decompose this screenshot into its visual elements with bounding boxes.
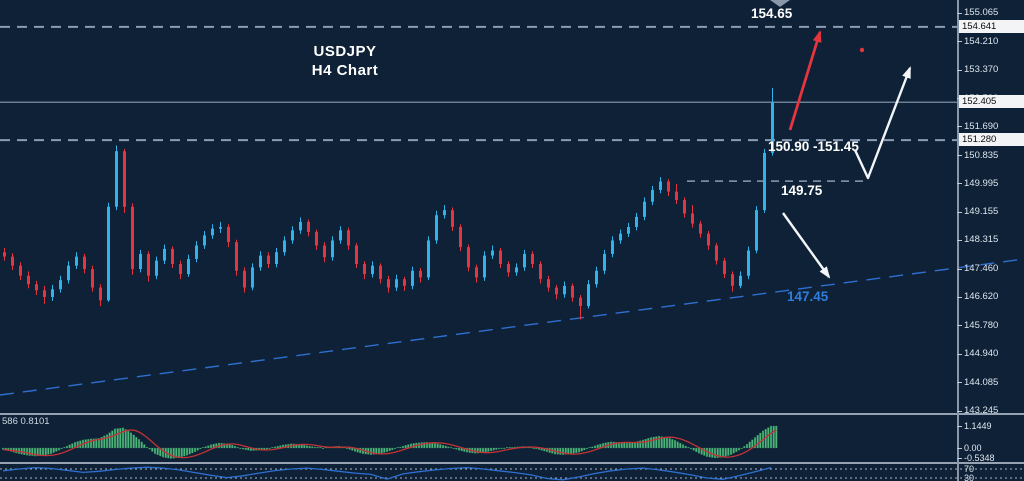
axis-tick-dash bbox=[957, 382, 962, 384]
price-tick-label: 143.245 bbox=[964, 405, 999, 417]
red-dot-icon bbox=[859, 47, 865, 53]
macd-axis-label: 1.1449 bbox=[964, 421, 992, 432]
white-arrow-icon bbox=[853, 66, 912, 180]
price-tick-label: 150.835 bbox=[964, 149, 999, 161]
price-tick-label: 147.460 bbox=[964, 263, 999, 275]
chart-title-timeframe: H4 Chart bbox=[311, 62, 379, 79]
panel-separator-oscillator[interactable] bbox=[0, 462, 1024, 464]
axis-tick-dash bbox=[957, 183, 962, 185]
axis-tick-dash bbox=[957, 126, 962, 128]
chart-title: USDJPY H4 Chart bbox=[283, 42, 407, 80]
macd-value-label: 586 0.8101 bbox=[2, 416, 50, 427]
annotation-trendline-price: 147.45 bbox=[787, 289, 829, 304]
price-tick-label: 144.085 bbox=[964, 376, 999, 388]
axis-tick-dash bbox=[957, 268, 962, 270]
axis-tick-dash bbox=[957, 448, 962, 449]
price-tick-label: 151.690 bbox=[964, 120, 999, 132]
axis-tick-dash bbox=[957, 12, 962, 14]
axis-tick-dash bbox=[957, 155, 962, 157]
annotation-support-level: 149.75 bbox=[781, 183, 823, 198]
price-tick-label: 146.620 bbox=[964, 291, 999, 303]
oscillator-level-label: 30 bbox=[964, 473, 975, 481]
oscillator-canvas[interactable] bbox=[0, 464, 1024, 481]
macd-axis-label: 0.00 bbox=[964, 443, 982, 453]
price-tick-label: 149.155 bbox=[964, 206, 999, 218]
macd-axis-label: -0.5348 bbox=[964, 453, 995, 464]
axis-tick-dash bbox=[957, 211, 962, 213]
price-tick-label: 148.315 bbox=[964, 234, 999, 246]
price-box-label: 152.405 bbox=[959, 95, 1024, 109]
chart-title-symbol: USDJPY bbox=[313, 43, 377, 60]
white-arrow-icon bbox=[782, 212, 831, 279]
price-box-label: 154.641 bbox=[959, 19, 1024, 33]
price-tick-label: 144.940 bbox=[964, 348, 999, 360]
axis-tick-dash bbox=[957, 426, 962, 428]
panel-separator-macd[interactable] bbox=[0, 413, 1024, 415]
axis-tick-dash bbox=[957, 296, 962, 298]
red-arrow-icon bbox=[788, 30, 822, 131]
axis-tick-dash bbox=[957, 353, 962, 355]
oscillator-level-label: 70 bbox=[964, 464, 975, 474]
annotation-target-price: 154.65 bbox=[751, 6, 793, 21]
axis-tick-dash bbox=[957, 325, 962, 327]
axis-tick-dash bbox=[957, 69, 962, 71]
macd-canvas[interactable] bbox=[0, 415, 1024, 462]
axis-tick-dash bbox=[957, 410, 962, 412]
annotation-resistance-zone: 150.90 -151.45 bbox=[768, 139, 859, 154]
axis-tick-dash bbox=[957, 458, 962, 460]
price-tick-label: 155.065 bbox=[964, 7, 999, 19]
price-chart-canvas[interactable] bbox=[0, 0, 1024, 413]
price-tick-label: 145.780 bbox=[964, 319, 999, 331]
axis-tick-dash bbox=[957, 41, 962, 43]
price-tick-label: 154.210 bbox=[964, 35, 999, 47]
price-tick-label: 149.995 bbox=[964, 177, 999, 189]
price-box-label: 151.280 bbox=[959, 133, 1024, 147]
axis-tick-dash bbox=[957, 239, 962, 241]
price-tick-label: 153.370 bbox=[964, 64, 999, 76]
chart-shift-marker-icon bbox=[770, 0, 790, 7]
